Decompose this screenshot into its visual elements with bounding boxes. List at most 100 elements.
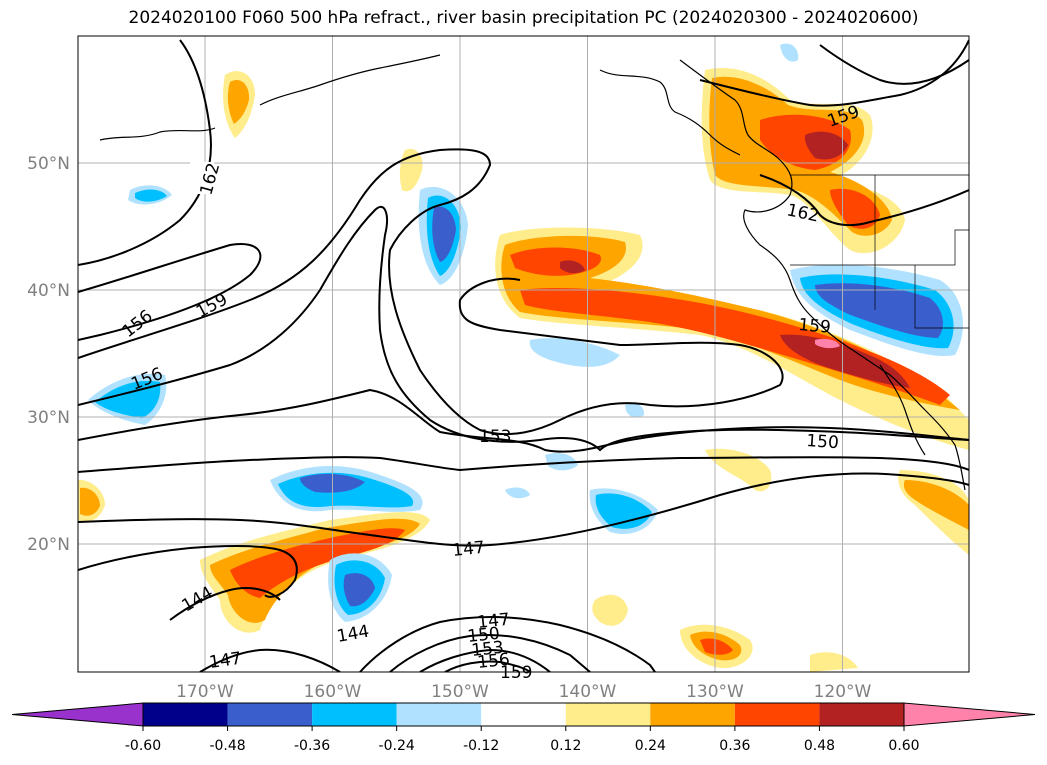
precip-region	[625, 403, 645, 418]
precip-region	[815, 338, 840, 349]
contour-label: 159	[193, 290, 231, 323]
latitude-label: 40°N	[27, 281, 70, 301]
colorbar-tick-label: 0.60	[888, 738, 919, 754]
longitude-label: 150°W	[431, 682, 489, 702]
contour-line	[78, 205, 969, 452]
colorbar-extend-min	[11, 702, 144, 727]
colorbar-swatch	[227, 703, 313, 726]
latitude-label: 30°N	[27, 408, 70, 428]
precip-region	[560, 260, 585, 274]
longitude-label: 160°W	[304, 682, 362, 702]
contour-label: 153	[479, 427, 511, 447]
contour-line	[169, 587, 281, 621]
precip-region	[545, 453, 578, 471]
colorbar-extend-max	[903, 702, 1036, 727]
coastline	[879, 364, 926, 456]
precip-region	[810, 652, 858, 672]
contour-line	[78, 388, 969, 453]
contour-label: 147	[451, 538, 485, 561]
coastline	[99, 127, 216, 141]
contour-line	[78, 243, 262, 341]
colorbar-tick-label: 0.24	[635, 738, 666, 754]
precip-region	[520, 287, 950, 405]
precip-region	[135, 189, 167, 202]
colorbar-swatch	[565, 703, 651, 726]
contour-line	[78, 148, 784, 436]
map-frame	[77, 35, 970, 673]
border	[914, 265, 969, 329]
contour-label: 147	[208, 649, 243, 673]
contour-line	[78, 544, 298, 598]
colorbar-tick-label: -0.12	[463, 738, 499, 754]
contour-label: 156	[476, 650, 510, 673]
colorbar-tick-label: -0.60	[125, 738, 161, 754]
colorbar-swatch	[650, 703, 735, 726]
precip-region	[592, 594, 628, 626]
contour-line	[444, 660, 531, 672]
precip-region	[80, 487, 100, 516]
precip-region	[529, 338, 620, 367]
colorbar-swatch	[819, 703, 904, 726]
coastline	[599, 69, 741, 156]
precip-region	[505, 487, 530, 499]
precip-region	[95, 380, 161, 418]
precip-region	[227, 80, 250, 124]
contour-line	[78, 472, 969, 547]
longitude-label: 140°W	[559, 682, 617, 702]
precip-region	[780, 334, 910, 388]
longitude-label: 170°W	[176, 682, 234, 702]
contour-line	[78, 456, 969, 473]
precip-region	[815, 283, 943, 338]
latitude-labels: 50°N 40°N 30°N 20°N	[27, 154, 70, 555]
colorbar-tick-label: 0.48	[804, 738, 835, 754]
contour-line	[359, 615, 656, 672]
contour-label: 144	[335, 622, 370, 647]
precip-region	[780, 43, 799, 62]
longitude-label: 130°W	[686, 682, 744, 702]
longitude-labels: 170°W 160°W 150°W 140°W 130°W 120°W	[176, 682, 871, 702]
contour-label: 150	[806, 431, 840, 453]
latitude-label: 20°N	[27, 535, 70, 555]
contour-line	[419, 648, 551, 672]
contour-line	[759, 174, 969, 227]
colorbar-frame	[142, 702, 905, 727]
contour-label: 150	[466, 624, 500, 647]
refractivity-contours	[78, 39, 969, 672]
border	[790, 229, 969, 266]
precip-region	[700, 638, 733, 655]
contour-label: 159	[500, 663, 532, 683]
colorbar-tick-label: 0.12	[550, 738, 581, 754]
colorbar-tick-label: 0.36	[719, 738, 750, 754]
precip-region	[903, 480, 969, 530]
longitude-label: 120°W	[814, 682, 872, 702]
contour-label: 159	[798, 315, 832, 338]
contour-line	[819, 44, 969, 85]
contour-line	[78, 39, 212, 266]
colorbar-tick-label: -0.24	[379, 738, 415, 754]
colorbar-swatch	[396, 703, 482, 726]
precip-region	[432, 206, 456, 262]
coastlines	[99, 54, 969, 491]
colorbar-swatch	[481, 703, 566, 726]
precip-region	[230, 528, 405, 598]
colorbar-swatch	[143, 703, 228, 726]
contour-line	[389, 633, 591, 672]
contour-label: 147	[476, 610, 510, 633]
precip-shading	[78, 43, 969, 672]
contour-line	[199, 648, 341, 672]
colorbar-tick-label: -0.36	[294, 738, 330, 754]
map-title: 2024020100 F060 500 hPa refract., river …	[128, 8, 919, 28]
precip-region	[705, 448, 772, 492]
contour-label: 153	[470, 638, 504, 661]
latitude-label: 50°N	[27, 154, 70, 174]
precip-region	[595, 493, 652, 529]
coastline	[679, 59, 966, 491]
colorbar-swatch	[734, 703, 820, 726]
colorbar: -0.60 -0.48 -0.36 -0.24 -0.12 0.12 0.24 0.36 0.4…	[11, 702, 1036, 754]
precip-region	[804, 131, 848, 160]
colorbar-swatch	[312, 703, 397, 726]
colorbar-tick-label: -0.48	[209, 738, 245, 754]
contour-label: 156	[119, 306, 157, 342]
coastline	[259, 54, 441, 106]
